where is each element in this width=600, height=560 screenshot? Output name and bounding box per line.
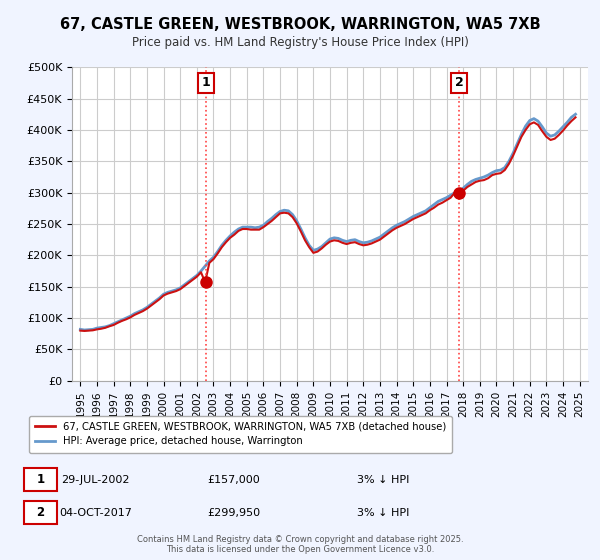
Text: 2: 2 (37, 506, 44, 519)
HPI: Average price, detached house, Warrington: (2e+03, 8.1e+04): Average price, detached house, Warringto… (81, 326, 88, 333)
Text: 3% ↓ HPI: 3% ↓ HPI (356, 507, 409, 517)
Text: 29-JUL-2002: 29-JUL-2002 (62, 474, 130, 484)
Line: HPI: Average price, detached house, Warrington: HPI: Average price, detached house, Warr… (80, 114, 575, 330)
Text: £157,000: £157,000 (208, 474, 260, 484)
67, CASTLE GREEN, WESTBROOK, WARRINGTON, WA5 7XB (detached house) (472, 179, 479, 185)
HPI: Average price, detached house, Warrington: (2.02e+03, 2.71e+05): Average price, detached house, Warringto… (422, 207, 430, 214)
Text: £299,950: £299,950 (207, 507, 260, 517)
Text: 2: 2 (455, 76, 463, 90)
67, CASTLE GREEN, WESTBROOK, WARRINGTON, WA5 7XB (detached house) (81, 328, 88, 334)
Legend: 67, CASTLE GREEN, WESTBROOK, WARRINGTON, WA5 7XB (detached house), HPI: Average : 67, CASTLE GREEN, WESTBROOK, WARRINGTON,… (29, 416, 452, 452)
67, CASTLE GREEN, WESTBROOK, WARRINGTON, WA5 7XB (detached house) (185, 279, 192, 286)
67, CASTLE GREEN, WESTBROOK, WARRINGTON, WA5 7XB (detached house) (214, 250, 221, 257)
Text: 04-OCT-2017: 04-OCT-2017 (59, 507, 132, 517)
HPI: Average price, detached house, Warrington: (2e+03, 1.58e+05): Average price, detached house, Warringto… (185, 278, 192, 285)
Text: Price paid vs. HM Land Registry's House Price Index (HPI): Price paid vs. HM Land Registry's House … (131, 36, 469, 49)
67, CASTLE GREEN, WESTBROOK, WARRINGTON, WA5 7XB (detached house) (77, 327, 84, 334)
HPI: Average price, detached house, Warrington: (2e+03, 8.2e+04): Average price, detached house, Warringto… (77, 326, 84, 333)
Text: 67, CASTLE GREEN, WESTBROOK, WARRINGTON, WA5 7XB: 67, CASTLE GREEN, WESTBROOK, WARRINGTON,… (59, 17, 541, 32)
HPI: Average price, detached house, Warrington: (2.02e+03, 4.25e+05): Average price, detached house, Warringto… (572, 111, 579, 118)
HPI: Average price, detached house, Warrington: (2e+03, 2.06e+05): Average price, detached house, Warringto… (214, 248, 221, 255)
67, CASTLE GREEN, WESTBROOK, WARRINGTON, WA5 7XB (detached house) (559, 127, 566, 134)
Text: 3% ↓ HPI: 3% ↓ HPI (356, 474, 409, 484)
67, CASTLE GREEN, WESTBROOK, WARRINGTON, WA5 7XB (detached house) (356, 241, 363, 248)
67, CASTLE GREEN, WESTBROOK, WARRINGTON, WA5 7XB (detached house) (422, 210, 430, 217)
Line: 67, CASTLE GREEN, WESTBROOK, WARRINGTON, WA5 7XB (detached house): 67, CASTLE GREEN, WESTBROOK, WARRINGTON,… (80, 118, 575, 331)
67, CASTLE GREEN, WESTBROOK, WARRINGTON, WA5 7XB (detached house) (572, 114, 579, 121)
FancyBboxPatch shape (24, 501, 57, 524)
Text: Contains HM Land Registry data © Crown copyright and database right 2025.
This d: Contains HM Land Registry data © Crown c… (137, 535, 463, 554)
HPI: Average price, detached house, Warrington: (2.02e+03, 4.05e+05): Average price, detached house, Warringto… (559, 123, 566, 130)
Text: 1: 1 (37, 473, 44, 486)
FancyBboxPatch shape (24, 468, 57, 491)
Text: 1: 1 (202, 76, 211, 90)
HPI: Average price, detached house, Warrington: (2.02e+03, 3.21e+05): Average price, detached house, Warringto… (472, 176, 479, 183)
HPI: Average price, detached house, Warrington: (2.01e+03, 2.22e+05): Average price, detached house, Warringto… (356, 238, 363, 245)
